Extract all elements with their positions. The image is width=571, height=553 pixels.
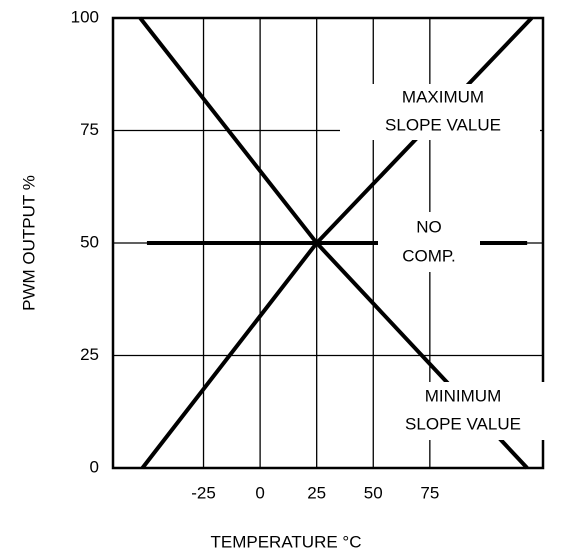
x-tick-label: 25 [307, 483, 326, 502]
x-tick-label: 75 [420, 483, 439, 502]
x-tick-label: -25 [191, 483, 216, 502]
annotation: COMP. [402, 246, 456, 265]
annotation: SLOPE VALUE [405, 414, 521, 433]
y-tick-label: 50 [80, 232, 99, 251]
x-tick-label: 0 [255, 483, 264, 502]
x-axis-label: TEMPERATURE °C [211, 532, 362, 551]
annotation: SLOPE VALUE [385, 115, 501, 134]
label-background [340, 84, 540, 140]
y-tick-label: 100 [71, 7, 99, 26]
plot-frame [111, 16, 545, 470]
y-axis-label: PWM OUTPUT % [19, 175, 38, 311]
y-tick-label: 0 [90, 457, 99, 476]
annotation: NO [416, 217, 442, 236]
y-tick-label: 25 [80, 345, 99, 364]
annotation: MINIMUM [425, 386, 501, 405]
label-background [378, 382, 546, 440]
annotation: MAXIMUM [402, 87, 484, 106]
x-tick-label: 50 [364, 483, 383, 502]
y-tick-label: 75 [80, 120, 99, 139]
label-background [378, 212, 480, 272]
